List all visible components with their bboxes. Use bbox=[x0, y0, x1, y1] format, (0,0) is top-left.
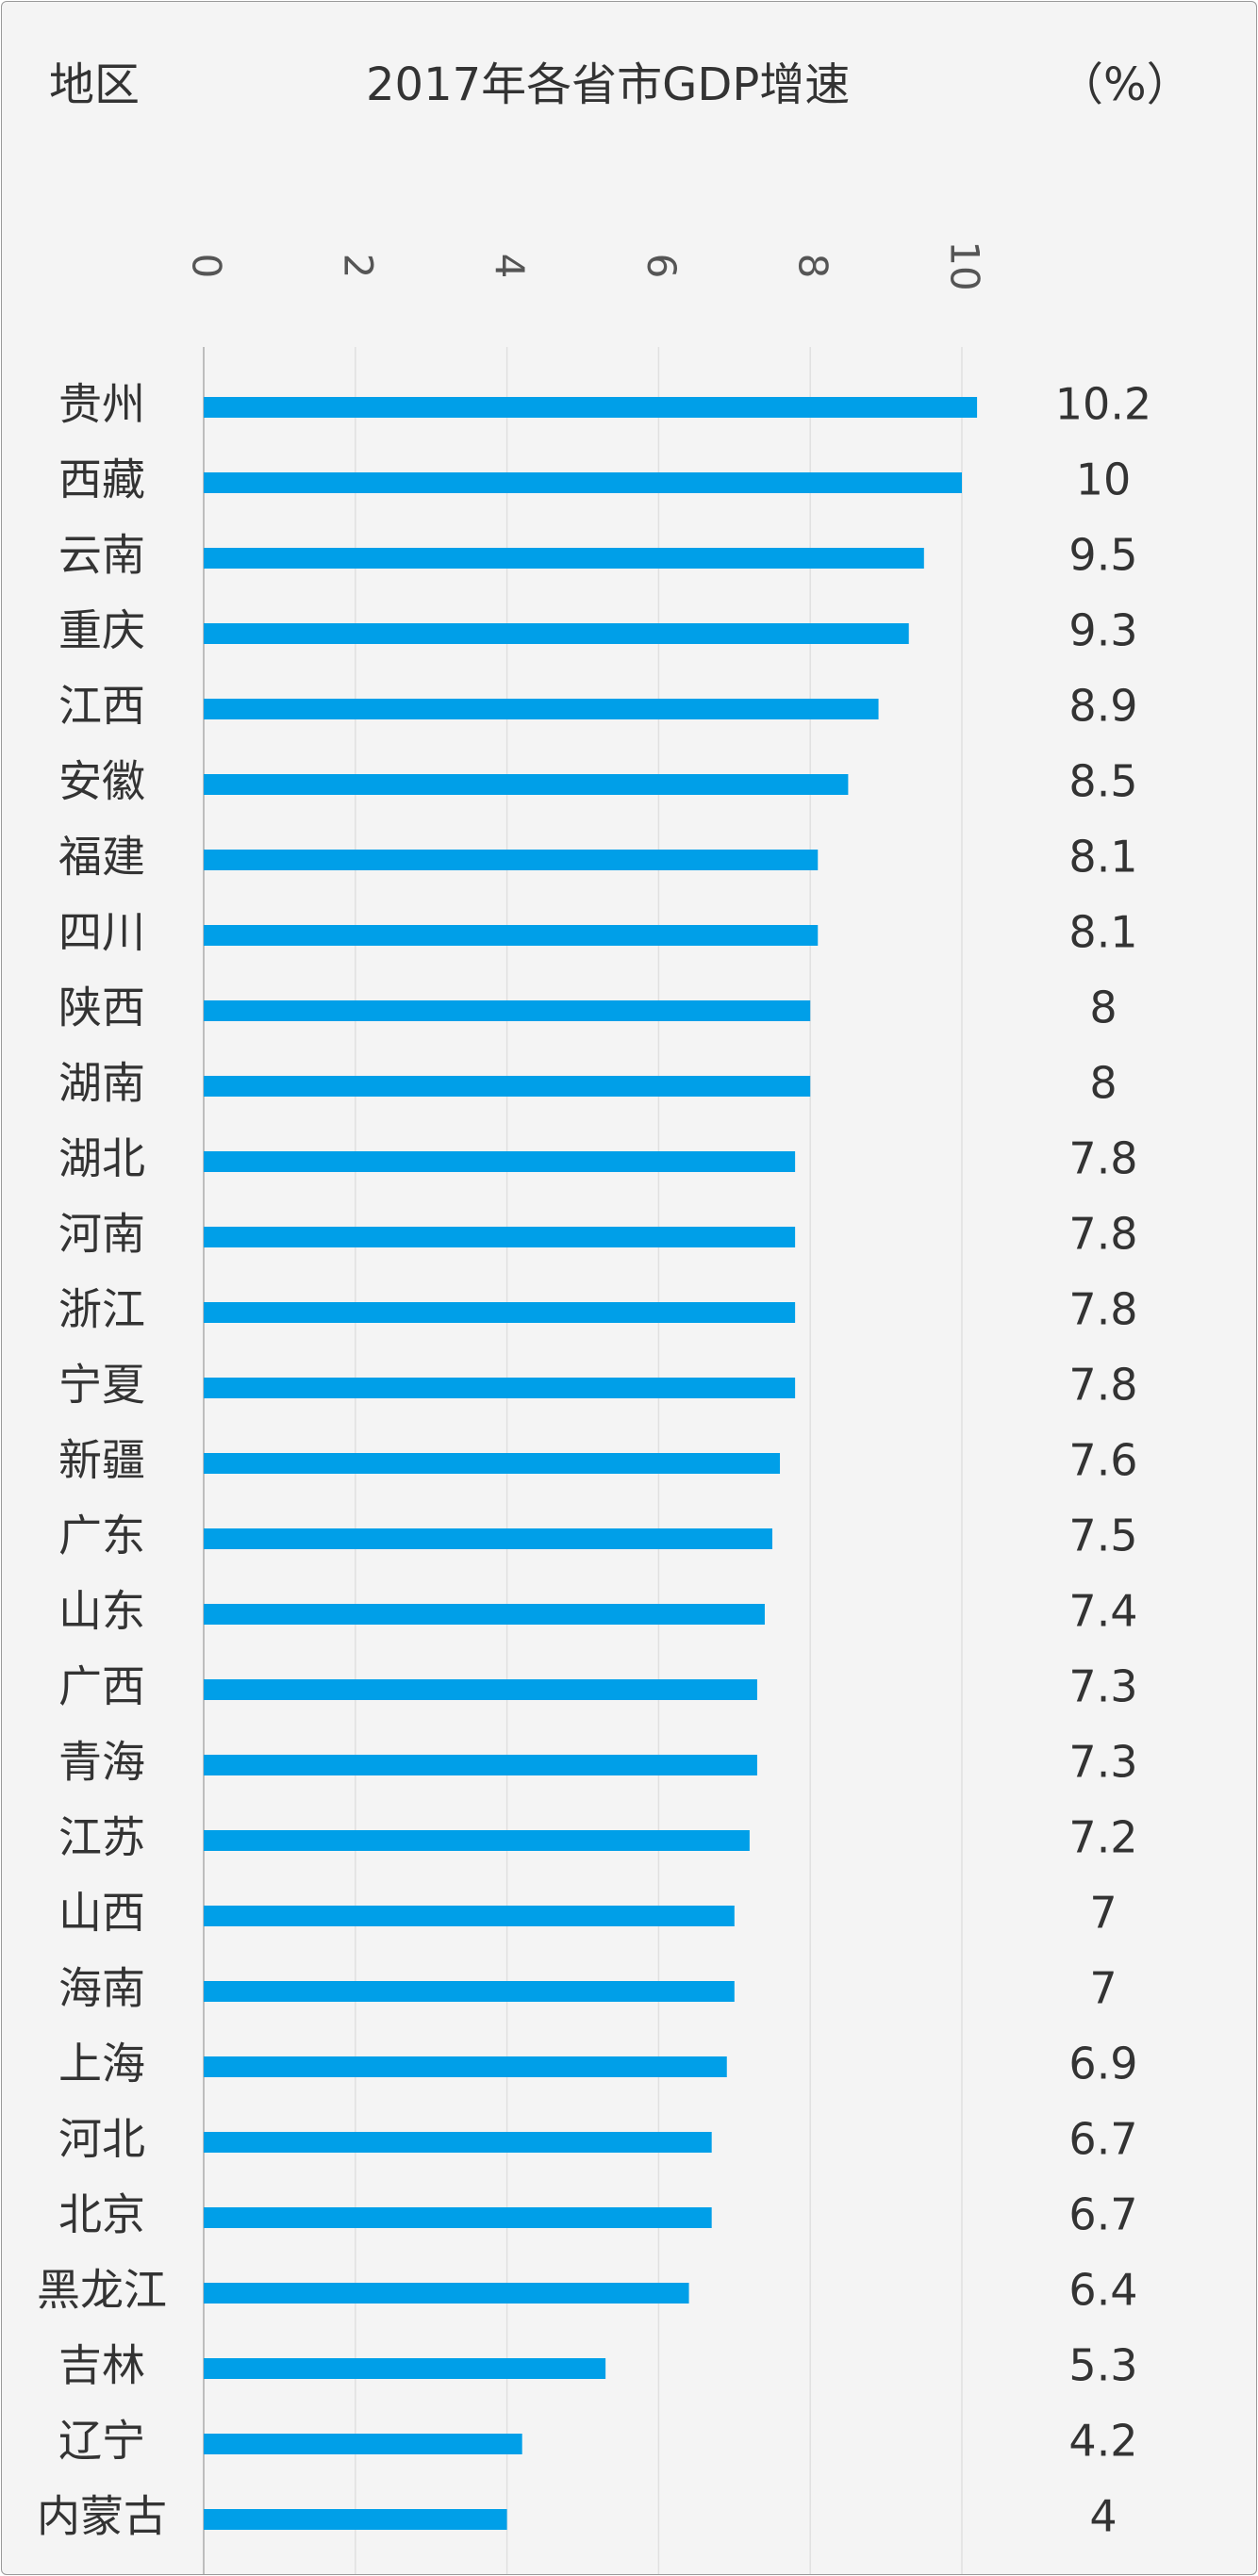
value-label: 7.8 bbox=[1068, 1133, 1137, 1184]
category-label: 云南 bbox=[58, 530, 145, 581]
value-label: 6.4 bbox=[1068, 2265, 1137, 2316]
bar bbox=[204, 699, 879, 719]
bar bbox=[204, 1000, 811, 1021]
value-label: 8.1 bbox=[1068, 907, 1137, 958]
region-column-header: 地区 bbox=[49, 58, 141, 111]
bar bbox=[204, 1679, 757, 1700]
value-label: 7 bbox=[1089, 1888, 1117, 1939]
category-label: 山西 bbox=[58, 1888, 145, 1939]
bar bbox=[204, 472, 962, 493]
unit-column-header: （%） bbox=[1058, 58, 1192, 111]
category-label: 江苏 bbox=[58, 1812, 145, 1863]
value-label: 7.4 bbox=[1068, 1586, 1137, 1637]
value-label: 8 bbox=[1089, 983, 1117, 1033]
value-label: 6.7 bbox=[1068, 2189, 1137, 2240]
value-label: 7.3 bbox=[1068, 1661, 1137, 1712]
bar bbox=[204, 1302, 796, 1323]
chart-title: 2017年各省市GDP增速 bbox=[366, 58, 851, 111]
category-label: 福建 bbox=[58, 832, 145, 883]
category-label: 安徽 bbox=[58, 756, 145, 807]
value-label: 7.3 bbox=[1068, 1737, 1137, 1788]
bar bbox=[204, 774, 849, 795]
category-label: 黑龙江 bbox=[37, 2265, 167, 2316]
x-tick-label: 6 bbox=[638, 254, 685, 279]
category-label: 江西 bbox=[58, 681, 145, 732]
value-label: 7.2 bbox=[1068, 1812, 1137, 1863]
bar bbox=[204, 1076, 811, 1097]
category-label: 宁夏 bbox=[58, 1360, 145, 1411]
x-tick-label: 8 bbox=[790, 254, 836, 279]
category-label: 浙江 bbox=[58, 1284, 145, 1335]
bar bbox=[204, 925, 819, 946]
category-label: 辽宁 bbox=[58, 2416, 145, 2467]
bar bbox=[204, 1453, 781, 1474]
value-label: 8 bbox=[1089, 1058, 1117, 1109]
value-label: 4.2 bbox=[1068, 2416, 1137, 2467]
category-label: 四川 bbox=[58, 907, 145, 958]
category-label: 吉林 bbox=[58, 2340, 145, 2391]
category-label: 陕西 bbox=[58, 983, 145, 1033]
category-label: 重庆 bbox=[58, 605, 145, 656]
bar bbox=[204, 548, 924, 569]
category-label: 湖南 bbox=[58, 1058, 145, 1109]
bar bbox=[204, 2434, 522, 2454]
category-label: 湖北 bbox=[58, 1133, 145, 1184]
value-label: 7.6 bbox=[1068, 1435, 1137, 1486]
value-label: 4 bbox=[1089, 2491, 1117, 2542]
category-label: 河南 bbox=[58, 1209, 145, 1260]
value-label: 7.8 bbox=[1068, 1209, 1137, 1260]
bar bbox=[204, 1755, 757, 1775]
x-tick-label: 10 bbox=[942, 240, 988, 290]
bar bbox=[204, 397, 978, 418]
value-label: 10.2 bbox=[1055, 379, 1151, 430]
bar bbox=[204, 850, 819, 870]
value-label: 7.8 bbox=[1068, 1360, 1137, 1411]
value-label: 8.1 bbox=[1068, 832, 1137, 883]
bar bbox=[204, 1227, 796, 1247]
category-label: 北京 bbox=[58, 2189, 145, 2240]
bar bbox=[204, 1604, 765, 1625]
category-label: 贵州 bbox=[58, 379, 145, 430]
bar bbox=[204, 1151, 796, 1172]
value-label: 8.5 bbox=[1068, 756, 1137, 807]
bar bbox=[204, 1906, 735, 1926]
bar bbox=[204, 1981, 735, 2002]
value-label: 9.5 bbox=[1068, 530, 1137, 581]
bar bbox=[204, 2132, 712, 2153]
value-label: 8.9 bbox=[1068, 681, 1137, 732]
bar bbox=[204, 623, 909, 644]
category-label: 青海 bbox=[58, 1737, 145, 1788]
category-label: 新疆 bbox=[58, 1435, 145, 1486]
bar bbox=[204, 2207, 712, 2228]
category-label: 内蒙古 bbox=[37, 2491, 167, 2542]
bar bbox=[204, 1528, 772, 1549]
bar bbox=[204, 2509, 507, 2530]
bar bbox=[204, 2283, 689, 2304]
value-label: 6.9 bbox=[1068, 2039, 1137, 2089]
category-label: 广东 bbox=[58, 1511, 145, 1561]
value-label: 7.5 bbox=[1068, 1511, 1137, 1561]
category-label: 山东 bbox=[58, 1586, 145, 1637]
value-label: 7 bbox=[1089, 1963, 1117, 2014]
category-label: 上海 bbox=[58, 2039, 145, 2089]
bar bbox=[204, 2358, 606, 2379]
category-label: 河北 bbox=[58, 2114, 145, 2165]
bar bbox=[204, 2056, 727, 2077]
value-label: 10 bbox=[1076, 454, 1132, 505]
bar bbox=[204, 1830, 750, 1851]
x-tick-label: 2 bbox=[335, 254, 381, 279]
x-tick-label: 4 bbox=[487, 254, 533, 279]
bar bbox=[204, 1378, 796, 1398]
category-label: 广西 bbox=[58, 1661, 145, 1712]
value-label: 5.3 bbox=[1068, 2340, 1137, 2391]
value-label: 7.8 bbox=[1068, 1284, 1137, 1335]
value-label: 9.3 bbox=[1068, 605, 1137, 656]
category-label: 西藏 bbox=[58, 454, 145, 505]
category-label: 海南 bbox=[58, 1963, 145, 2014]
value-label: 6.7 bbox=[1068, 2114, 1137, 2165]
x-tick-label: 0 bbox=[184, 254, 230, 279]
